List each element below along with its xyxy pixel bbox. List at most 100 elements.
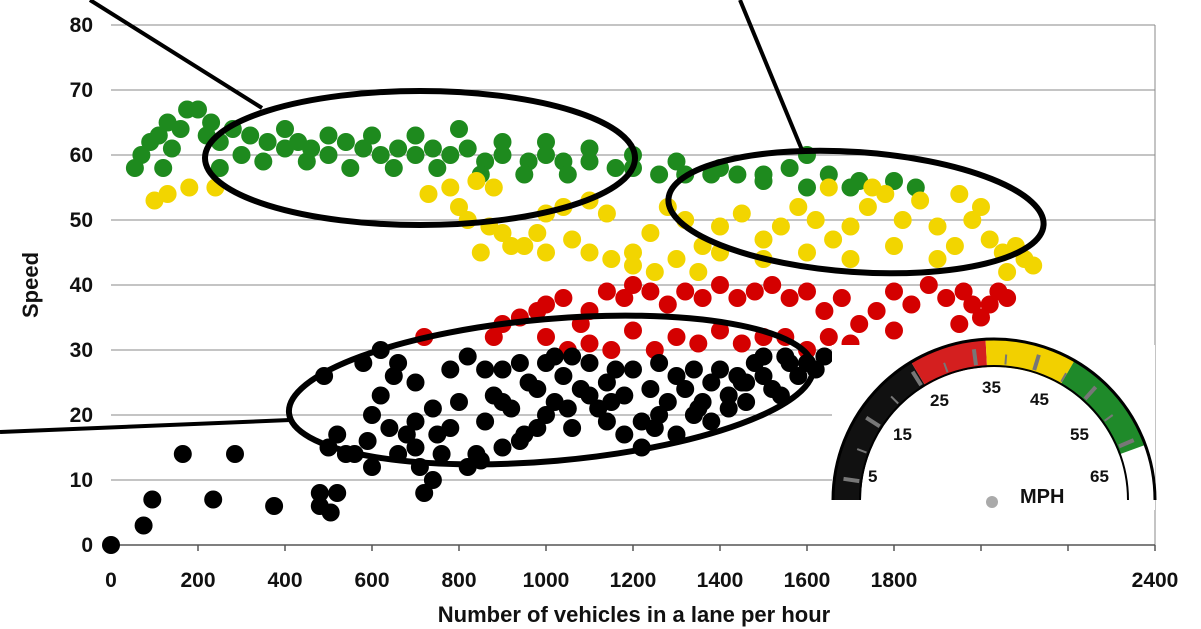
data-point <box>919 276 938 294</box>
data-point <box>554 367 573 385</box>
data-point <box>606 159 625 177</box>
data-point <box>493 438 512 457</box>
data-point <box>515 237 534 255</box>
data-point <box>563 347 582 366</box>
data-point <box>885 172 903 190</box>
data-point <box>841 178 860 197</box>
data-point <box>328 484 347 502</box>
data-point <box>580 334 599 353</box>
data-point <box>676 282 695 301</box>
data-point <box>998 289 1017 307</box>
data-point <box>384 159 403 177</box>
data-point <box>602 341 621 359</box>
data-point <box>265 497 284 515</box>
data-point <box>893 211 912 229</box>
data-point <box>202 113 221 132</box>
data-point <box>423 471 442 489</box>
data-point <box>728 289 747 307</box>
data-point <box>815 347 834 366</box>
data-point <box>776 347 795 366</box>
data-point <box>819 165 838 184</box>
data-point <box>819 178 838 197</box>
data-point <box>537 406 555 424</box>
data-point <box>602 393 621 411</box>
data-point <box>358 432 377 450</box>
data-point <box>711 321 729 340</box>
data-point <box>493 133 512 151</box>
data-point <box>798 178 816 197</box>
data-point <box>615 289 634 307</box>
data-point <box>537 133 555 151</box>
data-point <box>476 412 495 431</box>
gauge-band-green <box>1060 360 1146 455</box>
data-point <box>763 276 782 294</box>
data-point <box>719 399 738 418</box>
data-point <box>254 152 273 171</box>
data-point <box>537 146 555 164</box>
data-point <box>624 360 642 379</box>
data-point <box>972 308 990 327</box>
data-point <box>580 386 599 405</box>
data-point <box>226 445 244 463</box>
gauge-tick <box>943 362 949 373</box>
data-point <box>321 503 340 522</box>
data-point <box>684 360 703 379</box>
data-point <box>606 360 625 379</box>
data-point <box>319 146 338 164</box>
gauge-tick <box>1060 372 1067 383</box>
data-point <box>510 354 529 372</box>
data-point <box>641 282 660 301</box>
data-point <box>363 406 381 424</box>
data-point <box>928 217 947 236</box>
data-point <box>484 328 503 346</box>
data-point <box>980 295 999 314</box>
y-tick-label: 20 <box>70 404 93 427</box>
data-point <box>380 419 399 437</box>
data-point <box>258 133 277 151</box>
data-point <box>863 178 882 197</box>
data-point <box>945 237 964 255</box>
gauge-band-yellow <box>985 339 1075 386</box>
data-point <box>537 243 555 262</box>
data-point <box>624 276 642 294</box>
y-tick-label: 80 <box>70 14 93 37</box>
data-point <box>493 224 512 242</box>
data-point <box>667 328 686 346</box>
data-point <box>580 152 599 171</box>
data-point <box>711 360 729 379</box>
data-point <box>406 438 425 457</box>
data-point <box>841 217 860 236</box>
data-point <box>210 159 229 177</box>
data-point <box>484 178 503 197</box>
data-point <box>650 165 669 184</box>
data-point <box>423 399 442 418</box>
data-point <box>832 289 851 307</box>
data-point <box>423 139 442 158</box>
data-point <box>493 360 512 379</box>
data-point <box>515 425 534 444</box>
leader-line-yellow <box>738 0 804 151</box>
data-point <box>428 425 447 444</box>
y-tick-label: 50 <box>70 209 93 232</box>
data-point <box>754 230 773 249</box>
data-point <box>493 146 512 164</box>
data-point <box>954 282 973 301</box>
gauge-tick-marks <box>843 349 1135 484</box>
data-point <box>158 113 177 132</box>
data-point <box>162 139 181 158</box>
data-point <box>658 393 677 411</box>
data-point <box>297 152 316 171</box>
data-point <box>789 367 808 385</box>
data-point <box>858 198 877 216</box>
data-point <box>471 243 490 262</box>
gauge-label-55: 55 <box>1070 425 1089 444</box>
data-point <box>189 100 207 119</box>
data-point <box>363 126 381 145</box>
gauge-unit-label: MPH <box>1020 486 1064 508</box>
x-tick-label: 400 <box>267 569 302 592</box>
gauge-label-65: 65 <box>1090 467 1109 486</box>
data-point <box>341 159 360 177</box>
data-point <box>641 380 660 398</box>
gauge-tick <box>843 476 860 484</box>
data-point <box>885 282 903 301</box>
